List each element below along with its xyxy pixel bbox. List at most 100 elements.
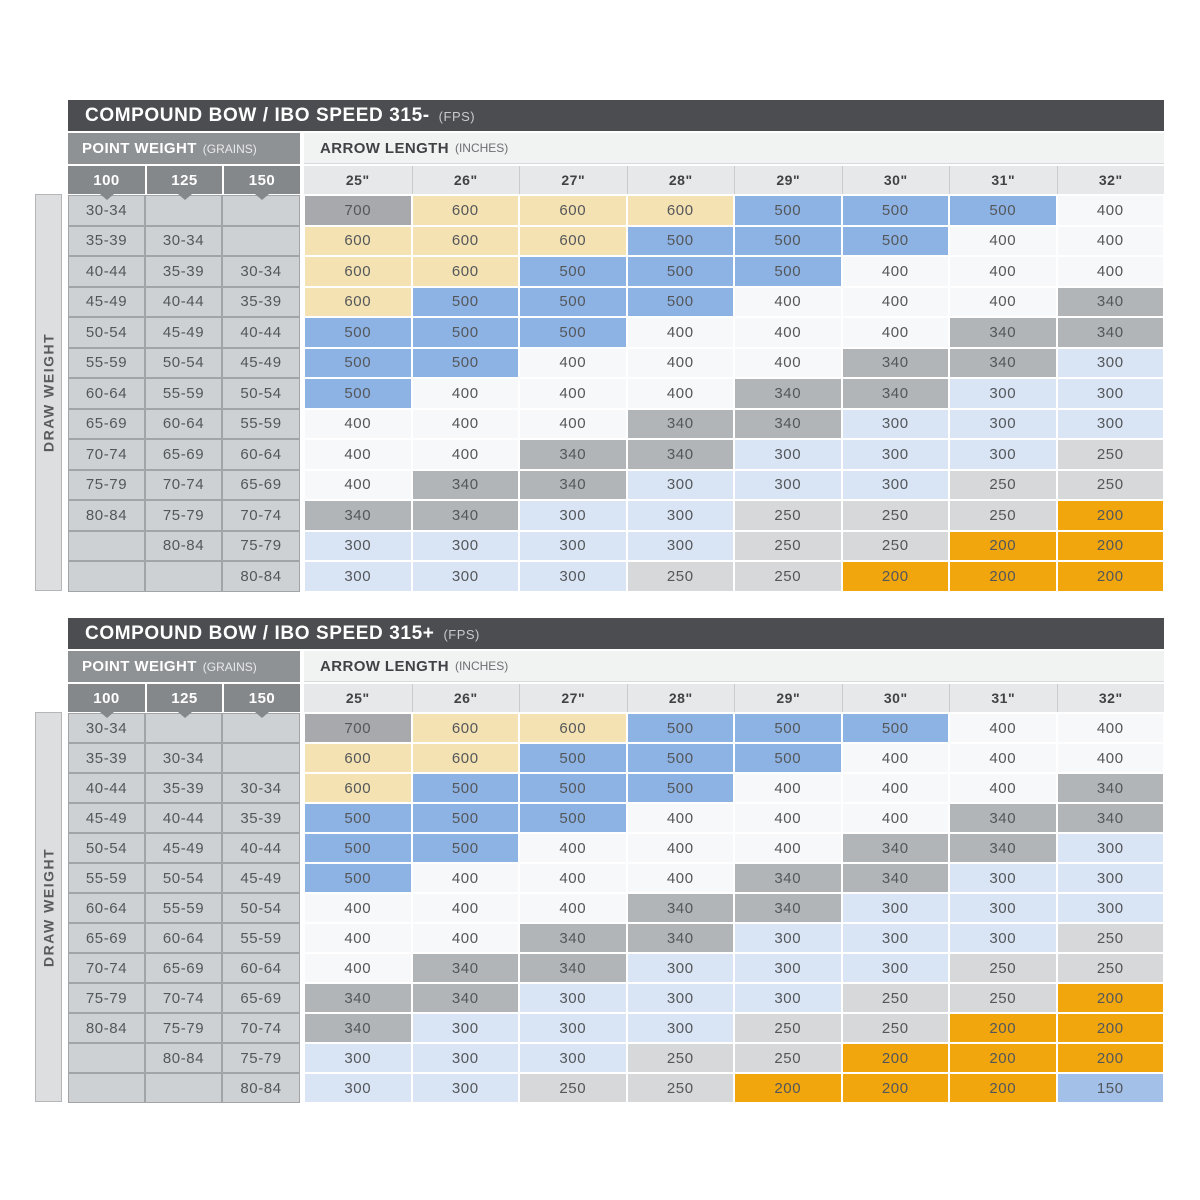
spine-value-cell: 300: [949, 923, 1057, 953]
point-weight-col-header: 150: [222, 684, 300, 712]
draw-weight-cell: 45-49: [145, 833, 222, 863]
spine-value-cell: 340: [734, 408, 842, 439]
spine-value-cell: 200: [949, 1073, 1057, 1103]
spine-value-cell: 500: [304, 863, 412, 893]
draw-weight-cell: 60-64: [145, 923, 222, 953]
column-gap: [300, 225, 304, 256]
spine-value-cell: 500: [411, 773, 519, 803]
spine-value-cell: 340: [304, 1013, 412, 1043]
spine-value-cell: 400: [949, 743, 1057, 773]
table-row: 40-44 35-39 30-34 600 500 500 500 400 400 400 340: [68, 773, 1164, 803]
chart-title-bar: COMPOUND BOW / IBO SPEED 315+ (FPS): [68, 618, 1164, 649]
table-row: 55-59 50-54 45-49 500 400 400 400 340 340 300 300: [68, 863, 1164, 893]
column-gap: [300, 833, 304, 863]
spine-value-cell: 200: [841, 561, 949, 592]
draw-weight-cell: 40-44: [68, 773, 145, 803]
draw-weight-cell: 60-64: [145, 408, 222, 439]
spine-value-cell: 250: [1056, 469, 1164, 500]
spine-value-cell: 500: [411, 286, 519, 317]
draw-weight-cell: [145, 1073, 222, 1103]
draw-weight-cell: 65-69: [145, 953, 222, 983]
spine-value-cell: 200: [1056, 1043, 1164, 1073]
column-gap: [300, 923, 304, 953]
draw-weight-cell: 65-69: [222, 469, 300, 500]
spine-value-cell: 250: [626, 1073, 734, 1103]
arrow-length-col-header: 32": [1056, 166, 1164, 194]
column-gap: [300, 953, 304, 983]
spine-value-cell: 400: [734, 803, 842, 833]
spine-value-cell: 500: [519, 286, 627, 317]
spine-value-cell: 200: [841, 1043, 949, 1073]
spine-value-cell: 400: [519, 408, 627, 439]
spine-value-cell: 250: [1056, 923, 1164, 953]
spine-value-cell: 300: [626, 469, 734, 500]
arrow-length-unit: (INCHES): [454, 659, 509, 673]
spine-value-cell: 250: [1056, 439, 1164, 470]
spine-value-cell: 400: [841, 743, 949, 773]
spine-value-cell: 250: [841, 530, 949, 561]
draw-weight-cell: [222, 743, 300, 773]
spine-value-cell: 200: [734, 1073, 842, 1103]
draw-weight-cell: 60-64: [68, 893, 145, 923]
spine-value-cell: 400: [626, 347, 734, 378]
draw-weight-cell: 70-74: [145, 983, 222, 1013]
draw-weight-cell: 40-44: [145, 286, 222, 317]
spine-value-cell: 300: [1056, 893, 1164, 923]
spine-value-cell: 600: [519, 195, 627, 226]
draw-weight-cell: 70-74: [68, 439, 145, 470]
draw-weight-cell: 55-59: [68, 347, 145, 378]
spine-value-cell: 600: [304, 225, 412, 256]
column-gap: [300, 256, 304, 287]
draw-weight-cell: 80-84: [222, 561, 300, 592]
spine-value-cell: 300: [949, 378, 1057, 409]
spine-grid: 30-34 700 600 600 600 500 500 500 400 35-39 30-34 6…: [68, 195, 1164, 592]
chart-title: COMPOUND BOW / IBO SPEED 315-: [85, 104, 430, 126]
table-row: 80-84 300 300 300 250 250 200 200 200: [68, 561, 1164, 592]
spine-value-cell: 300: [841, 469, 949, 500]
spine-value-cell: 340: [949, 833, 1057, 863]
spine-value-cell: 600: [411, 743, 519, 773]
column-gap: [300, 408, 304, 439]
column-headers: 100 125 150 25" 26" 27" 28" 29" 30" 31" 32": [68, 684, 1164, 712]
spine-value-cell: 200: [949, 1013, 1057, 1043]
spine-value-cell: 250: [841, 500, 949, 531]
spine-value-cell: 400: [411, 439, 519, 470]
spine-value-cell: 600: [304, 743, 412, 773]
draw-weight-cell: 35-39: [222, 286, 300, 317]
spine-value-cell: 700: [304, 195, 412, 226]
spine-value-cell: 300: [519, 530, 627, 561]
column-gap: [300, 469, 304, 500]
spine-value-cell: 400: [841, 256, 949, 287]
spine-value-cell: 340: [734, 378, 842, 409]
spine-value-cell: 250: [949, 500, 1057, 531]
arrow-length-col-header: 30": [841, 684, 949, 712]
spine-value-cell: 300: [626, 500, 734, 531]
draw-weight-cell: 30-34: [145, 743, 222, 773]
spine-value-cell: 300: [626, 530, 734, 561]
spine-value-cell: 340: [519, 953, 627, 983]
spine-value-cell: 400: [626, 863, 734, 893]
spine-value-cell: 300: [1056, 347, 1164, 378]
table-row: 75-79 70-74 65-69 340 340 300 300 300 250 250 200: [68, 983, 1164, 1013]
spine-value-cell: 400: [304, 953, 412, 983]
spine-value-cell: 400: [519, 378, 627, 409]
table-row: 40-44 35-39 30-34 600 600 500 500 500 400 400 400: [68, 256, 1164, 287]
spine-value-cell: 340: [949, 347, 1057, 378]
draw-weight-cell: 55-59: [68, 863, 145, 893]
spine-value-cell: 340: [1056, 317, 1164, 348]
arrow-length-col-header: 26": [411, 684, 519, 712]
draw-weight-cell: 50-54: [68, 317, 145, 348]
spine-value-cell: 400: [1056, 256, 1164, 287]
arrow-length-col-header: 25": [304, 166, 412, 194]
draw-weight-cell: 30-34: [145, 225, 222, 256]
column-gap: [300, 530, 304, 561]
spine-value-cell: 300: [841, 408, 949, 439]
arrow-length-col-header: 29": [734, 684, 842, 712]
point-weight-col-header: 100: [68, 684, 145, 712]
table-row: 50-54 45-49 40-44 500 500 400 400 400 340 340 300: [68, 833, 1164, 863]
draw-weight-cell: [68, 1073, 145, 1103]
spine-value-cell: 600: [626, 195, 734, 226]
spine-value-cell: 400: [841, 773, 949, 803]
point-weight-col-header: 100: [68, 166, 145, 194]
spine-value-cell: 250: [949, 469, 1057, 500]
